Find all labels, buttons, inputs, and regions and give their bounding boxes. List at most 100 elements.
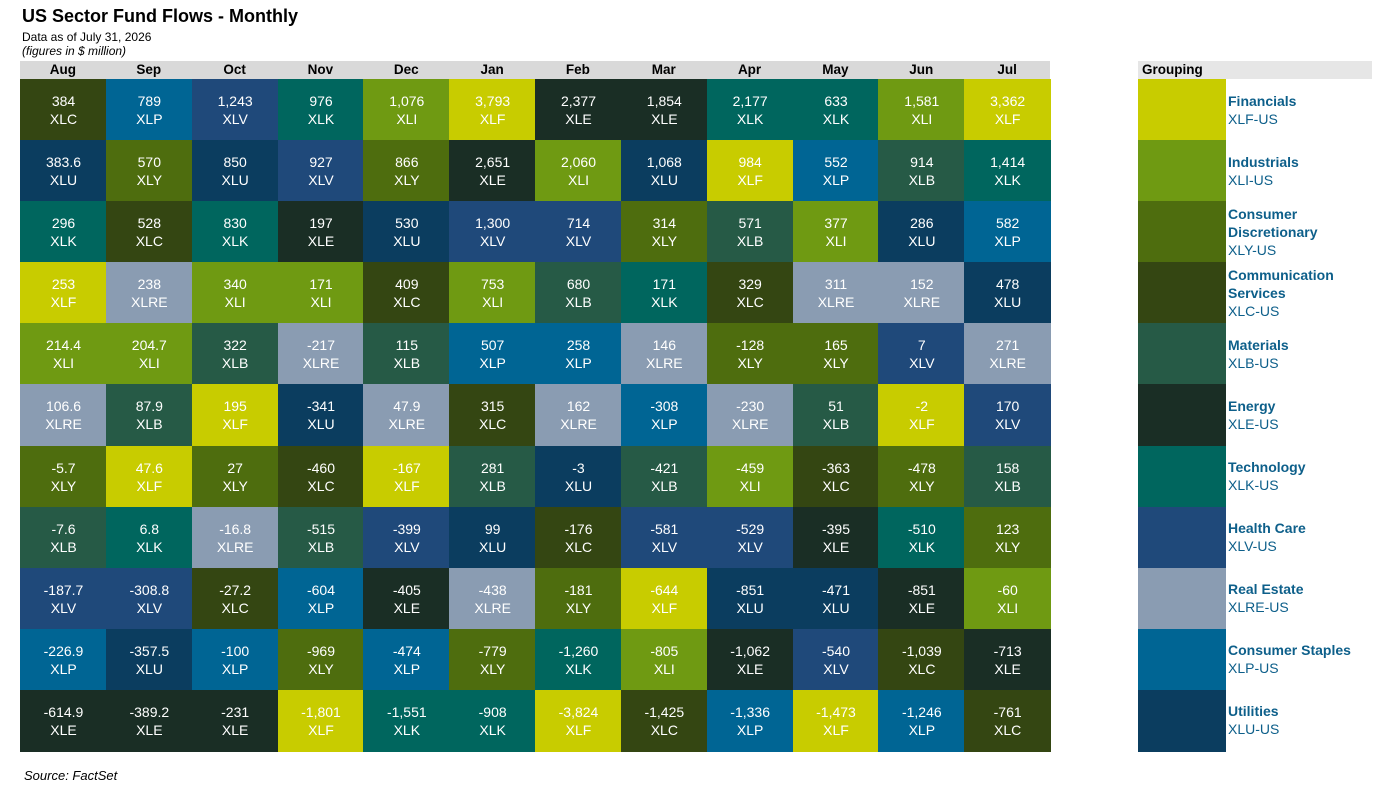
flow-cell: -167 XLF: [363, 445, 451, 508]
sector-ticker: XLI: [653, 660, 675, 677]
sector-ticker: XLK: [736, 111, 764, 127]
sector-ticker: XLK: [651, 294, 678, 311]
sector-ticker: XLRE: [45, 416, 82, 433]
flow-value: -389.2: [129, 703, 170, 720]
sector-ticker: XLC: [221, 599, 249, 616]
flow-cell: 171 XLI: [277, 262, 365, 325]
flow-cell: -231 XLE: [191, 689, 279, 752]
sector-ticker: XLE: [136, 721, 163, 738]
flow-cell: -341 XLU: [277, 384, 365, 447]
flow-cell: 7 XLV: [878, 323, 966, 386]
flow-value: 507: [480, 337, 505, 354]
flow-cell: -7.6 XLB: [20, 506, 107, 569]
grouping-legend: Financials XLF-US Industrials XLI-US Consume…: [1138, 79, 1378, 752]
flow-value: -167: [392, 459, 421, 476]
chart-subtitle: Data as of July 31, 2026: [22, 30, 152, 44]
sector-ticker: XLB: [136, 416, 163, 433]
legend-entry-xlc: Communication Services XLC-US: [1228, 262, 1378, 323]
flow-value: 6.8: [139, 520, 160, 537]
flow-cell: 850 XLU: [191, 140, 279, 203]
sector-ticker: XLRE: [302, 355, 340, 372]
flow-value: -308.8: [129, 581, 170, 598]
sector-ticker: XLU: [994, 294, 1022, 311]
flow-cell: 87.9 XLB: [105, 384, 193, 447]
flow-value: -779: [478, 642, 507, 659]
sector-ticker: XLF: [908, 416, 935, 433]
flow-value: -7.6: [51, 520, 76, 537]
flow-cell: 3,793 XLF: [449, 79, 537, 141]
flow-value: -515: [306, 520, 336, 537]
sector-ticker: XLRE: [731, 416, 769, 433]
legend-sector-name: Utilities: [1228, 703, 1279, 720]
flow-cell: -60 XLI: [964, 567, 1052, 630]
sector-ticker: XLP: [565, 355, 592, 372]
sector-ticker: XLI: [52, 355, 74, 372]
flow-value: 171: [309, 276, 333, 293]
flow-cell: 238 XLRE: [105, 262, 193, 325]
sector-ticker: XLK: [479, 721, 506, 738]
flow-value: 99: [484, 520, 501, 537]
flow-value: -231: [221, 703, 250, 720]
flow-cell: 47.6 XLF: [105, 445, 193, 508]
legend-sector-name: Consumer Staples: [1228, 642, 1351, 659]
flow-value: -1,039: [901, 642, 942, 659]
flow-cell: 286 XLU: [878, 201, 966, 264]
flow-value: 850: [223, 154, 247, 171]
sector-ticker: XLF: [222, 416, 248, 433]
sector-ticker: XLU: [908, 233, 936, 250]
sector-ticker: XLE: [221, 721, 249, 738]
flow-value: -1,801: [301, 703, 341, 720]
sector-ticker: XLU: [49, 172, 78, 189]
flow-cell: 311 XLRE: [792, 262, 880, 325]
flow-cell: 2,060 XLI: [535, 140, 622, 203]
flow-value: 197: [309, 215, 333, 232]
flow-cell: 340 XLI: [191, 262, 279, 325]
flow-value: -581: [650, 520, 679, 537]
flow-value: 1,068: [646, 154, 682, 171]
flow-value: 170: [995, 398, 1020, 415]
flow-value: -1,260: [558, 642, 599, 659]
sector-ticker: XLI: [138, 355, 160, 372]
legend-entry-xlk: Technology XLK-US: [1228, 446, 1378, 507]
flow-cell: -2 XLF: [878, 384, 966, 447]
flow-value: 152: [910, 276, 934, 293]
sector-ticker: XLF: [136, 477, 163, 494]
sector-ticker: XLC: [822, 477, 850, 494]
sector-ticker: XLC: [564, 538, 593, 555]
flow-value: 195: [223, 398, 247, 415]
legend-entry-xlb: Materials XLB-US: [1228, 323, 1378, 384]
flow-value: -27.2: [219, 581, 252, 598]
sector-ticker: XLI: [911, 111, 933, 127]
flow-value: 238: [137, 276, 161, 293]
sector-ticker: XLP: [50, 660, 77, 677]
flow-cell: 27 XLY: [191, 445, 279, 508]
sector-ticker: XLE: [50, 721, 77, 738]
flow-value: -644: [650, 581, 679, 598]
sector-ticker: XLV: [909, 355, 935, 372]
sector-ticker: XLK: [994, 172, 1021, 189]
flow-value: 680: [566, 276, 591, 293]
flow-value: -16.8: [219, 520, 252, 537]
flow-cell: -1,801 XLF: [277, 689, 365, 752]
sector-ticker: XLP: [822, 172, 850, 189]
flow-cell: 314 XLY: [620, 201, 708, 264]
sector-ticker: XLY: [737, 355, 763, 372]
flow-cell: 384 XLC: [20, 79, 107, 141]
sector-ticker: XLF: [823, 721, 849, 738]
flow-value: 2,060: [560, 154, 597, 171]
flow-value: 204.7: [131, 337, 167, 354]
flow-cell: -510 XLK: [878, 506, 966, 569]
month-label-dec: Dec: [393, 62, 419, 77]
flow-cell: -438 XLRE: [449, 567, 537, 630]
flow-value: 162: [566, 398, 591, 415]
flow-value: -604: [306, 581, 336, 598]
month-label-feb: Feb: [565, 62, 590, 77]
flow-cell: 158 XLB: [964, 445, 1052, 508]
flow-cell: 152 XLRE: [878, 262, 966, 325]
flow-cell: -5.7 XLY: [20, 445, 107, 508]
flow-cell: -713 XLE: [964, 628, 1052, 691]
flow-cell: -363 XLC: [792, 445, 880, 508]
flow-value: 2,377: [560, 93, 597, 109]
flow-value: 1,300: [475, 215, 511, 232]
flow-cell: 409 XLC: [363, 262, 451, 325]
